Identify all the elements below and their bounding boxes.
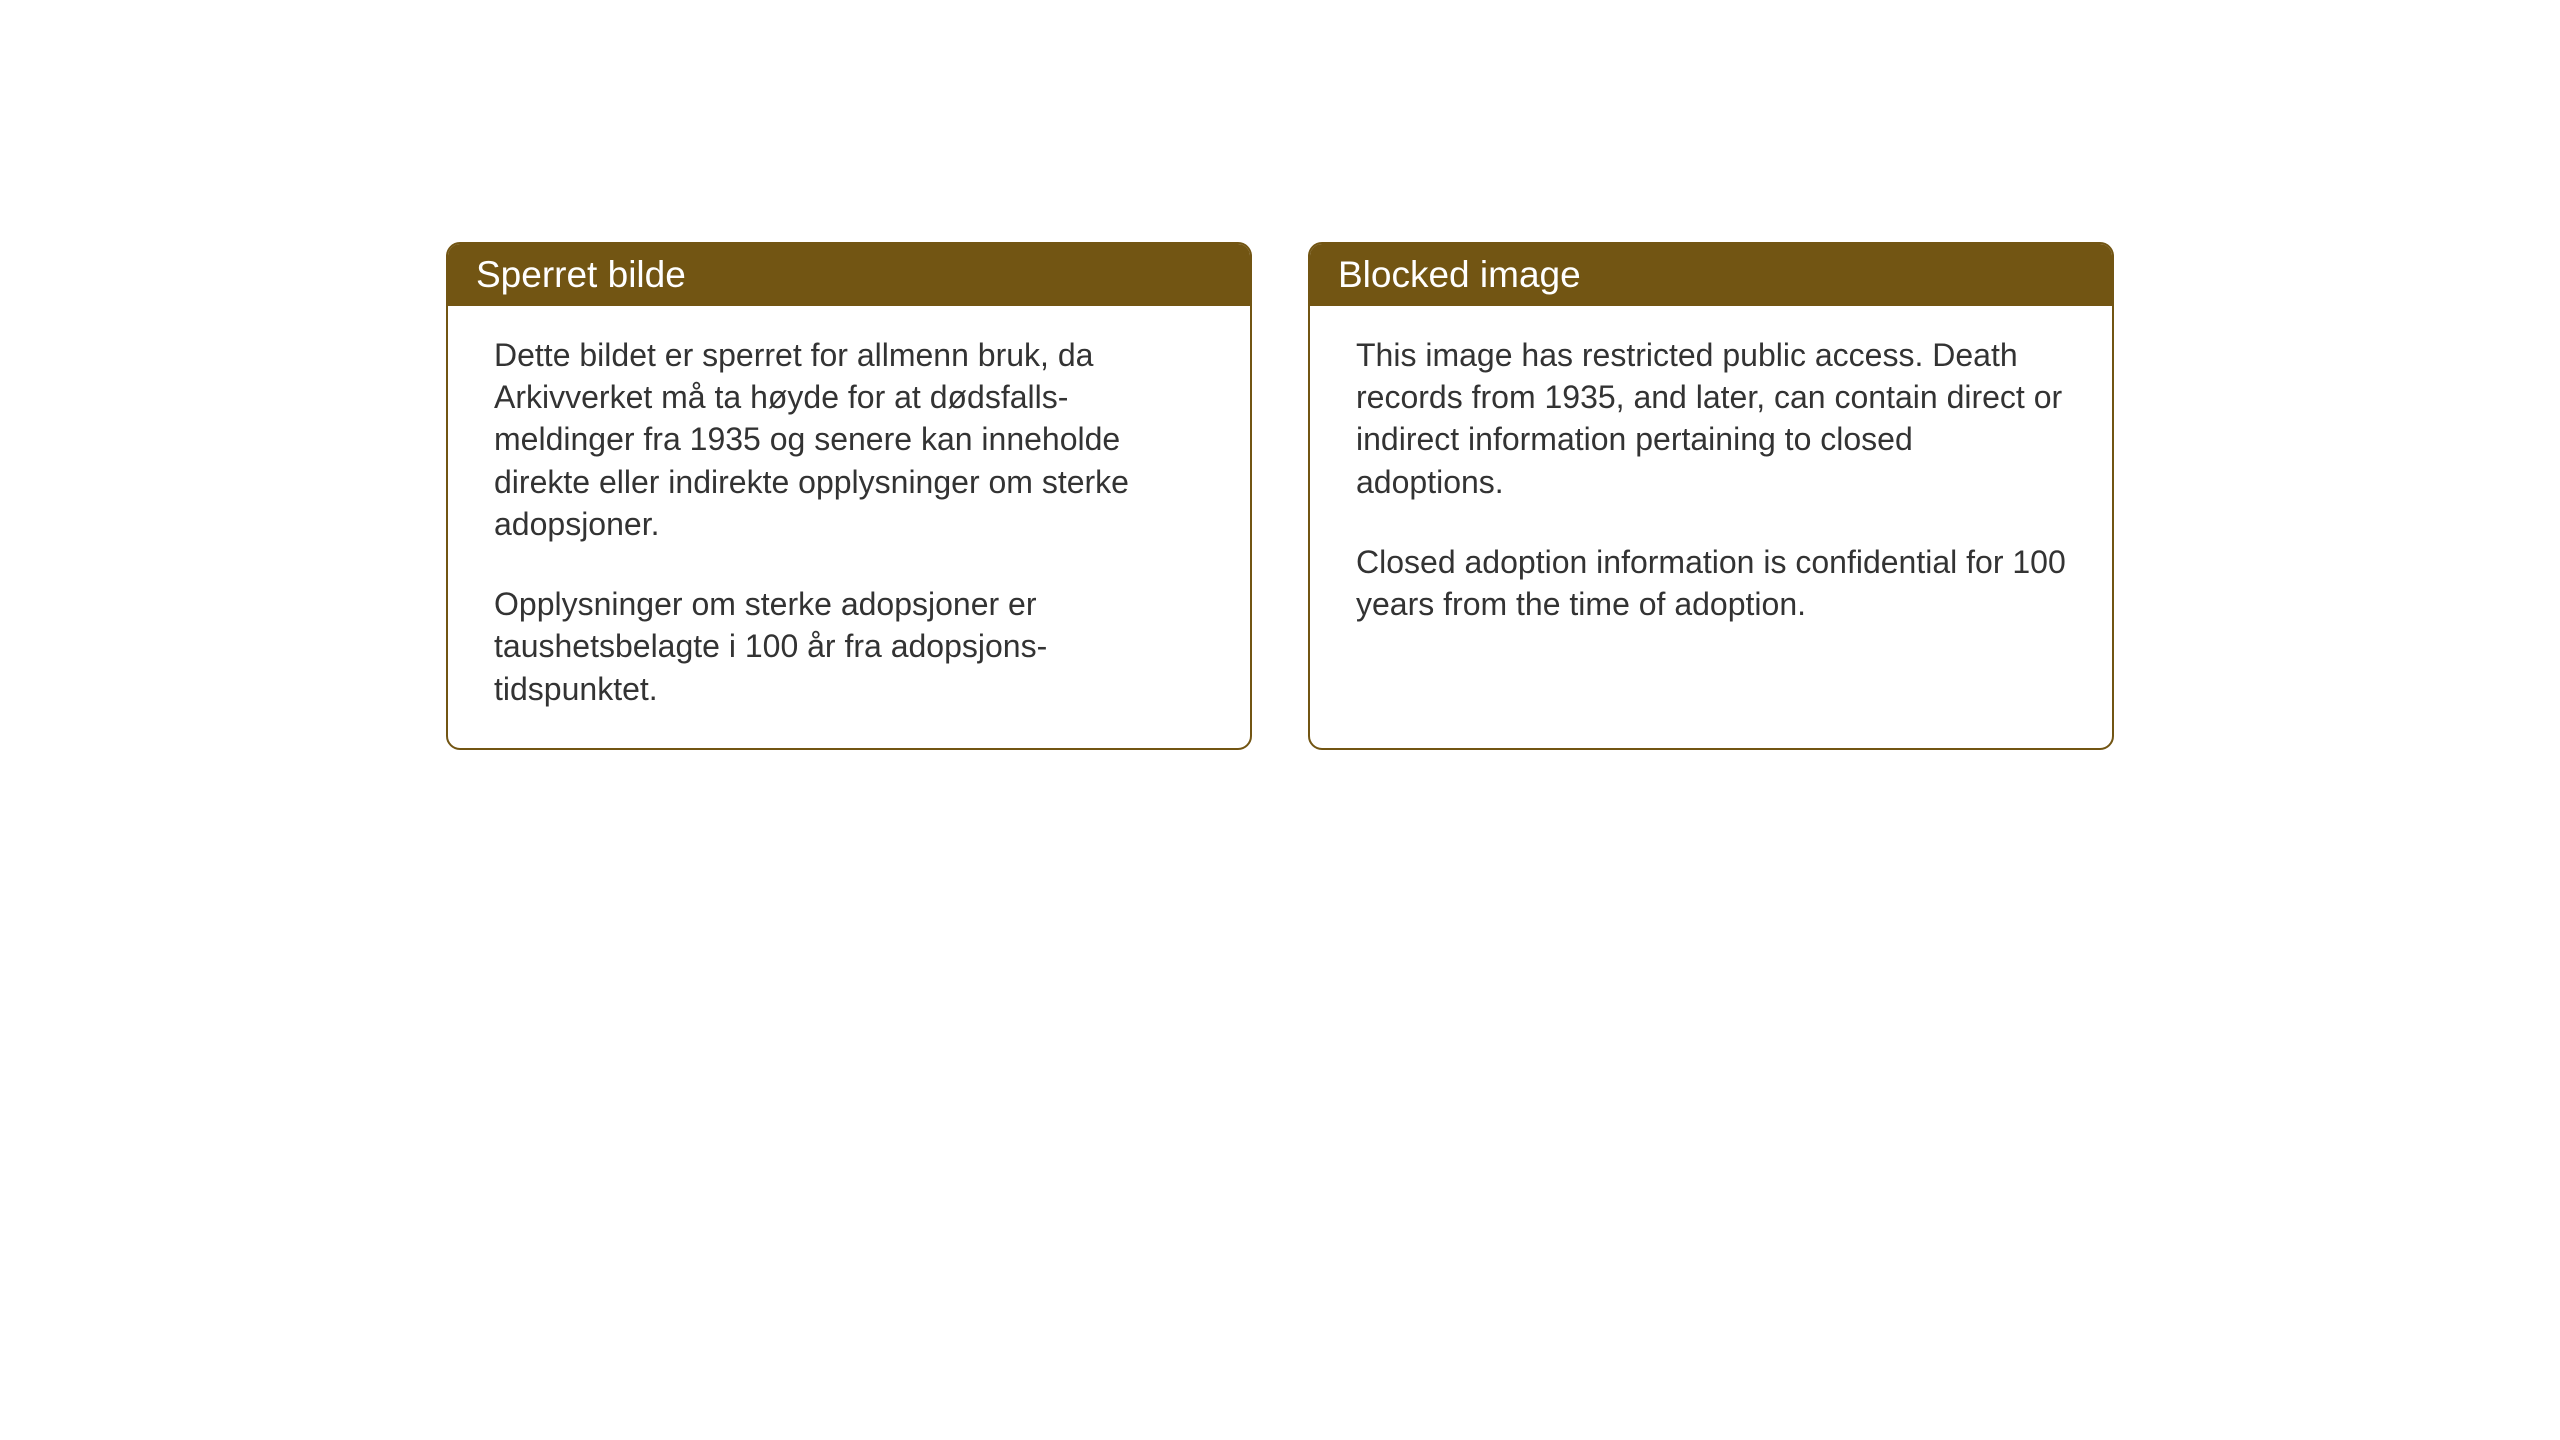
notice-paragraph-1-english: This image has restricted public access.… [1356,334,2066,503]
notice-paragraph-2-norwegian: Opplysninger om sterke adopsjoner er tau… [494,583,1204,710]
notice-cards-container: Sperret bilde Dette bildet er sperret fo… [446,242,2114,750]
notice-title-norwegian: Sperret bilde [476,254,686,295]
notice-title-english: Blocked image [1338,254,1581,295]
notice-body-english: This image has restricted public access.… [1310,306,2112,663]
notice-paragraph-2-english: Closed adoption information is confident… [1356,541,2066,625]
notice-card-english: Blocked image This image has restricted … [1308,242,2114,750]
notice-paragraph-1-norwegian: Dette bildet er sperret for allmenn bruk… [494,334,1204,545]
notice-card-norwegian: Sperret bilde Dette bildet er sperret fo… [446,242,1252,750]
notice-header-english: Blocked image [1310,244,2112,306]
notice-body-norwegian: Dette bildet er sperret for allmenn bruk… [448,306,1250,748]
notice-header-norwegian: Sperret bilde [448,244,1250,306]
